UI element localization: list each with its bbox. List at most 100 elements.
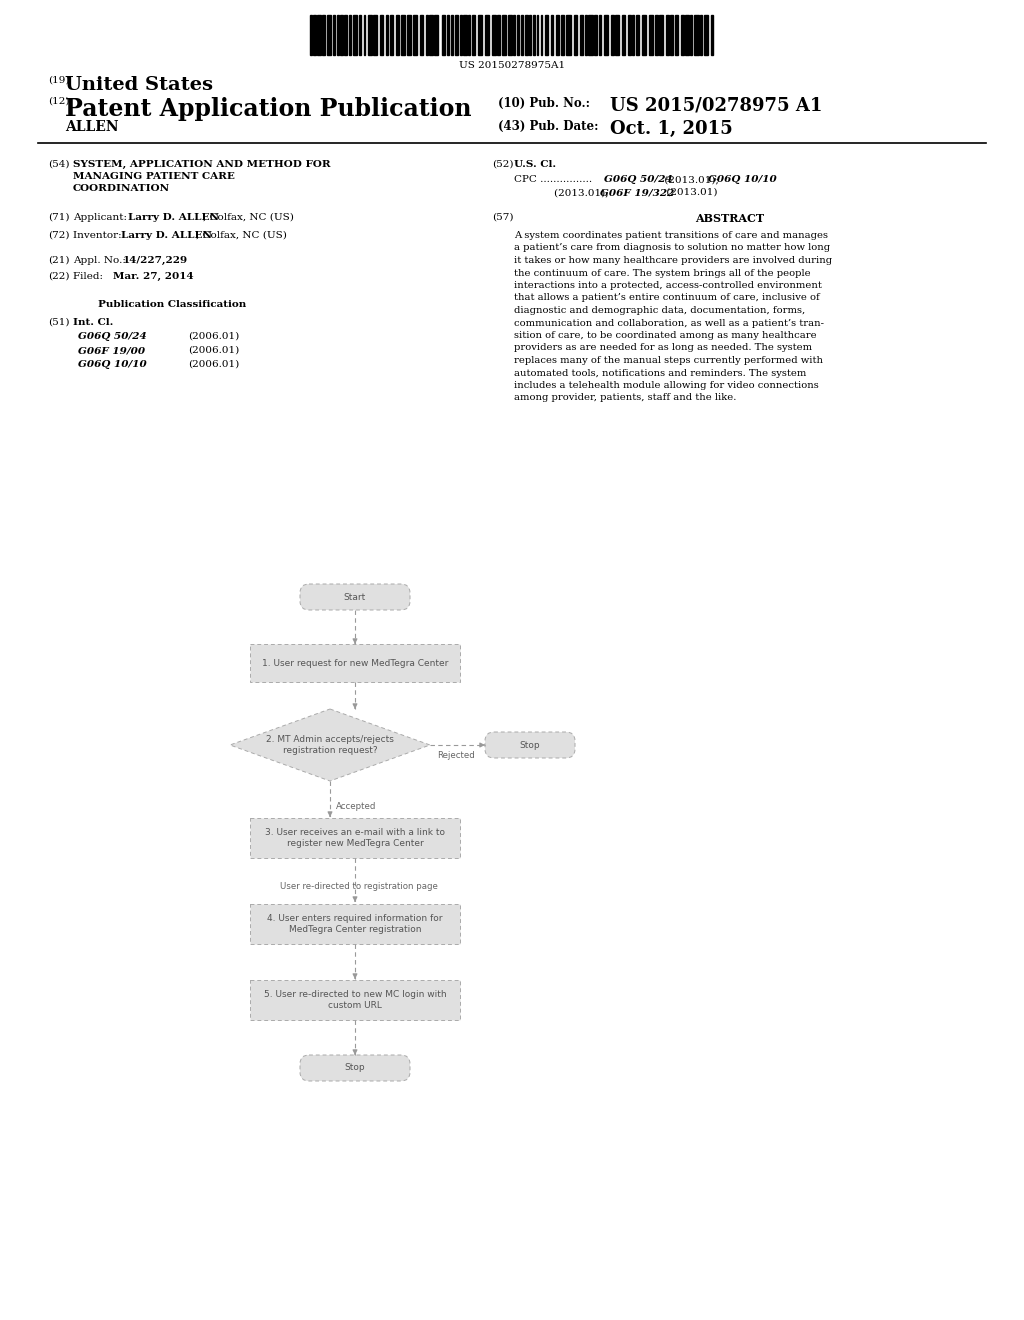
Text: SYSTEM, APPLICATION AND METHOD FOR: SYSTEM, APPLICATION AND METHOD FOR [73, 160, 331, 169]
Text: G06Q 50/24: G06Q 50/24 [78, 333, 146, 341]
Bar [694, 15, 698, 55]
Bar [551, 15, 553, 55]
Bar [340, 15, 343, 55]
Text: Publication Classification: Publication Classification [98, 300, 246, 309]
Text: ALLEN: ALLEN [65, 120, 119, 135]
Text: Accepted: Accepted [336, 803, 377, 810]
Bar [429, 15, 433, 55]
Text: 3. User receives an e-mail with a link to
register new MedTegra Center: 3. User receives an e-mail with a link t… [265, 829, 445, 847]
Bar [589, 15, 593, 55]
Bar [348, 15, 351, 55]
Text: diagnostic and demographic data, documentation, forms,: diagnostic and demographic data, documen… [514, 306, 805, 315]
Bar [468, 15, 470, 55]
Bar [599, 15, 601, 55]
Bar [484, 15, 489, 55]
Text: includes a telehealth module allowing for video connections: includes a telehealth module allowing fo… [514, 381, 819, 389]
Text: among provider, patients, staff and the like.: among provider, patients, staff and the … [514, 393, 736, 403]
Bar [700, 15, 702, 55]
Bar [513, 15, 515, 55]
Bar [455, 15, 458, 55]
Text: (2006.01): (2006.01) [188, 360, 240, 370]
Bar [502, 15, 506, 55]
Text: Rejected: Rejected [437, 751, 475, 760]
Bar [441, 15, 445, 55]
Bar [585, 15, 587, 55]
Text: U.S. Cl.: U.S. Cl. [514, 160, 556, 169]
Bar [529, 15, 530, 55]
Bar [654, 15, 658, 55]
Bar [390, 15, 393, 55]
Bar [316, 15, 322, 55]
Text: Appl. No.:: Appl. No.: [73, 256, 132, 265]
Text: G06Q 50/24: G06Q 50/24 [604, 176, 673, 183]
Text: Start: Start [344, 593, 367, 602]
Text: Larry D. ALLEN: Larry D. ALLEN [128, 213, 219, 222]
Text: Filed:: Filed: [73, 272, 126, 281]
Bar [532, 15, 535, 55]
Bar [460, 15, 462, 55]
Text: sition of care, to be coordinated among as many healthcare: sition of care, to be coordinated among … [514, 331, 816, 341]
Text: Int. Cl.: Int. Cl. [73, 318, 114, 327]
Text: (71): (71) [48, 213, 70, 222]
Bar [396, 15, 399, 55]
Bar [353, 15, 357, 55]
Bar [323, 15, 326, 55]
Bar [622, 15, 625, 55]
Text: a patient’s care from diagnosis to solution no matter how long: a patient’s care from diagnosis to solut… [514, 243, 830, 252]
Bar [250, 644, 460, 682]
Text: Applicant:: Applicant: [73, 213, 133, 222]
Bar [636, 15, 639, 55]
Text: it takes or how many healthcare providers are involved during: it takes or how many healthcare provider… [514, 256, 833, 265]
Text: Larry D. ALLEN: Larry D. ALLEN [121, 231, 212, 240]
Bar [310, 15, 311, 55]
Bar [463, 15, 467, 55]
Text: , Colfax, NC (US): , Colfax, NC (US) [196, 231, 287, 240]
Bar [594, 15, 597, 55]
Bar [327, 15, 331, 55]
Bar [498, 15, 501, 55]
Bar [521, 15, 523, 55]
Text: automated tools, notifications and reminders. The system: automated tools, notifications and remin… [514, 368, 806, 378]
Bar [681, 15, 684, 55]
Text: (21): (21) [48, 256, 70, 265]
Bar [566, 15, 570, 55]
Bar [517, 15, 519, 55]
Text: US 20150278975A1: US 20150278975A1 [459, 61, 565, 70]
Text: (2006.01): (2006.01) [188, 333, 240, 341]
Bar [434, 15, 438, 55]
Bar [649, 15, 652, 55]
Bar [537, 15, 539, 55]
Bar [358, 15, 360, 55]
Bar [369, 15, 372, 55]
Text: CPC ................: CPC ................ [514, 176, 595, 183]
Bar [628, 15, 631, 55]
Text: (52): (52) [492, 160, 513, 169]
Text: User re-directed to registration page: User re-directed to registration page [280, 882, 438, 891]
Bar [614, 15, 620, 55]
FancyBboxPatch shape [300, 1055, 410, 1081]
Bar [401, 15, 404, 55]
Text: (22): (22) [48, 272, 70, 281]
Bar [374, 15, 377, 55]
Bar [580, 15, 583, 55]
Text: , Colfax, NC (US): , Colfax, NC (US) [203, 213, 294, 222]
Bar [250, 818, 460, 858]
Text: (43) Pub. Date:: (43) Pub. Date: [498, 120, 598, 133]
Bar [666, 15, 669, 55]
Text: (2006.01): (2006.01) [188, 346, 240, 355]
Bar [670, 15, 673, 55]
Bar [690, 15, 692, 55]
Text: the continuum of care. The system brings all of the people: the continuum of care. The system brings… [514, 268, 811, 277]
Text: (72): (72) [48, 231, 70, 240]
Bar [426, 15, 428, 55]
Text: communication and collaboration, as well as a patient’s tran-: communication and collaboration, as well… [514, 318, 824, 327]
Bar [604, 15, 608, 55]
Text: G06Q 10/10: G06Q 10/10 [78, 360, 146, 370]
Text: Stop: Stop [345, 1064, 366, 1072]
Bar [642, 15, 646, 55]
Text: COORDINATION: COORDINATION [73, 183, 170, 193]
Bar [659, 15, 663, 55]
Bar [364, 15, 366, 55]
Text: Stop: Stop [520, 741, 541, 750]
Text: 14/227,229: 14/227,229 [123, 256, 188, 265]
